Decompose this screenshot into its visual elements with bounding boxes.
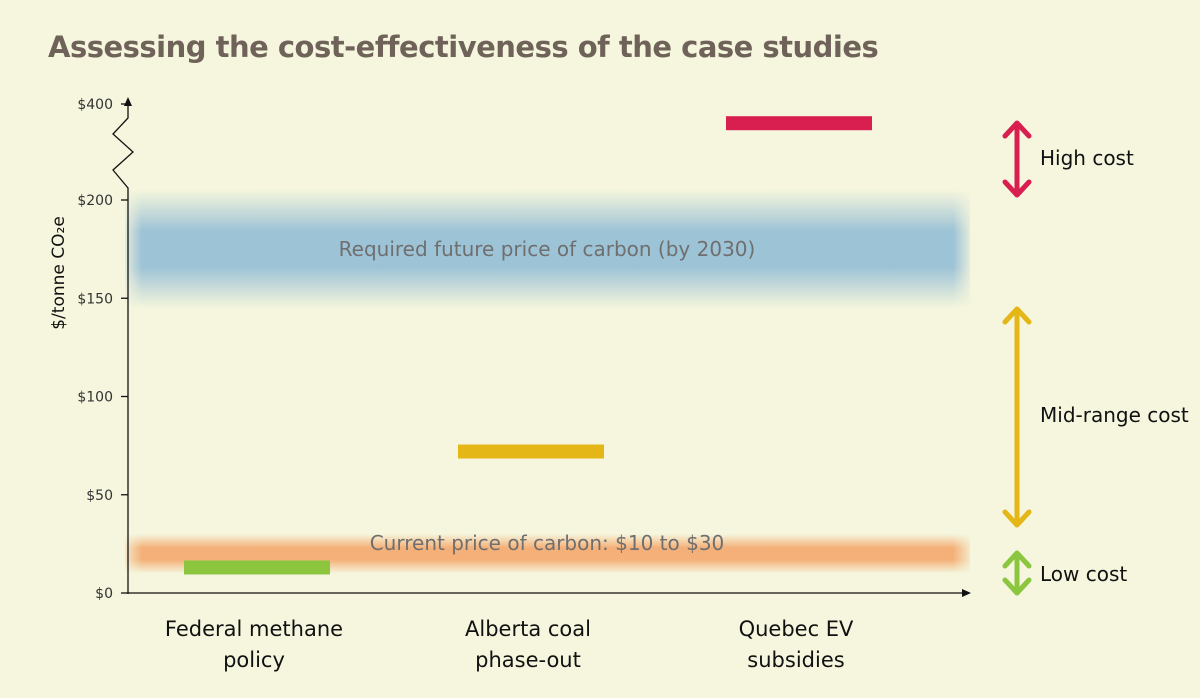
- category-label: Alberta coal: [465, 617, 591, 641]
- category-label: phase-out: [475, 648, 581, 672]
- y-tick-label: $200: [77, 193, 113, 209]
- required-future-price-band: [125, 190, 970, 309]
- bar-1: [184, 560, 330, 575]
- legend-label: High cost: [1040, 146, 1134, 170]
- y-axis: [112, 104, 134, 594]
- category-label: subsidies: [747, 648, 844, 672]
- y-tick-label: $150: [77, 291, 113, 307]
- bar-2: [458, 444, 604, 459]
- y-tick-label: $50: [86, 488, 113, 504]
- y-axis-label: $/tonne CO₂e: [49, 216, 69, 330]
- legend-label: Mid-range cost: [1040, 403, 1189, 427]
- current-price-label: Current price of carbon: $10 to $30: [370, 531, 725, 555]
- category-label: policy: [223, 648, 285, 672]
- x-axis-arrow: [962, 589, 971, 597]
- y-tick-label: $0: [95, 586, 113, 602]
- mid-range-cost-arrow-icon: [1002, 306, 1032, 528]
- high-cost-arrow-icon: [1002, 120, 1032, 198]
- low-cost-arrow-icon: [1002, 550, 1032, 596]
- y-tick-label: $100: [77, 390, 113, 406]
- chart-title: Assessing the cost-effectiveness of the …: [48, 30, 879, 64]
- y-tick-label: $400: [77, 97, 113, 113]
- legend-label: Low cost: [1040, 562, 1127, 586]
- bar-3: [726, 116, 872, 131]
- required-future-price-label: Required future price of carbon (by 2030…: [339, 237, 756, 261]
- category-label: Quebec EV: [739, 617, 854, 641]
- category-label: Federal methane: [165, 617, 343, 641]
